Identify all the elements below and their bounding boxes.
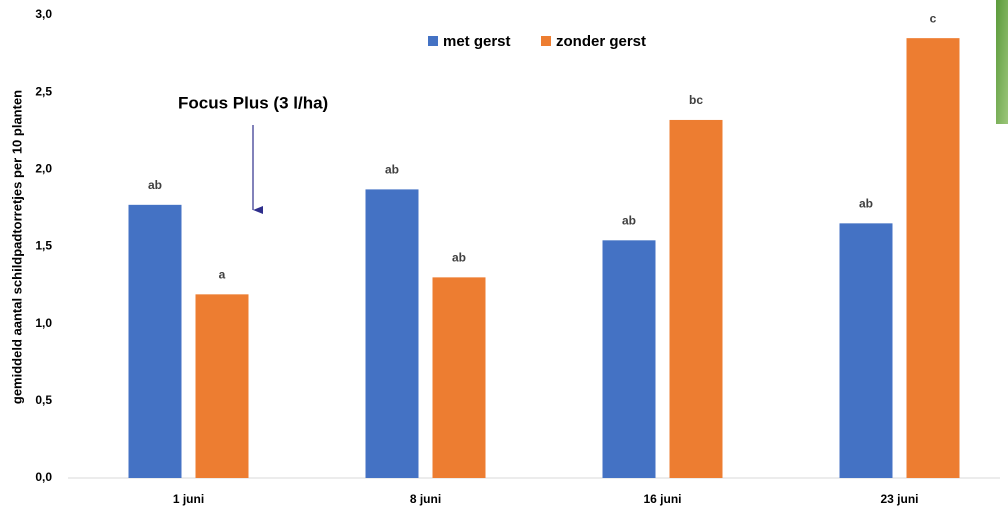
- y-tick-label: 0,0: [35, 470, 52, 484]
- annotation: Focus Plus (3 l/ha): [178, 93, 328, 112]
- x-tick-label: 16 juni: [643, 492, 681, 506]
- significance-letter: ab: [148, 178, 162, 192]
- y-tick-label: 1,0: [35, 316, 52, 330]
- bar: [195, 294, 249, 478]
- photo-edge: [996, 0, 1008, 124]
- y-tick-label: 2,5: [35, 84, 52, 98]
- significance-letter: ab: [385, 163, 399, 177]
- significance-letter: c: [930, 11, 937, 25]
- bar: [839, 223, 893, 478]
- significance-letter: ab: [859, 197, 873, 211]
- x-tick-label: 8 juni: [410, 492, 441, 506]
- y-tick-label: 1,5: [35, 239, 52, 253]
- bar: [906, 38, 960, 479]
- legend-swatch: [428, 36, 438, 46]
- significance-letter: ab: [452, 251, 466, 265]
- bar: [365, 189, 419, 478]
- y-tick-label: 0,5: [35, 393, 52, 407]
- legend-label: zonder gerst: [556, 33, 646, 50]
- x-tick-label: 23 juni: [880, 492, 918, 506]
- legend-label: met gerst: [443, 33, 511, 50]
- significance-letter: bc: [689, 93, 703, 107]
- bar: [128, 204, 182, 478]
- legend-swatch: [541, 36, 551, 46]
- y-tick-label: 3,0: [35, 7, 52, 21]
- bar: [602, 240, 656, 478]
- significance-letter: a: [219, 268, 226, 282]
- x-tick-label: 1 juni: [173, 492, 204, 506]
- bar: [432, 277, 486, 478]
- y-axis-label: gemiddeld aantal schildpadtorretjes per …: [9, 90, 24, 404]
- y-tick-label: 2,0: [35, 162, 52, 176]
- significance-letter: ab: [622, 213, 636, 227]
- bar: [669, 119, 723, 479]
